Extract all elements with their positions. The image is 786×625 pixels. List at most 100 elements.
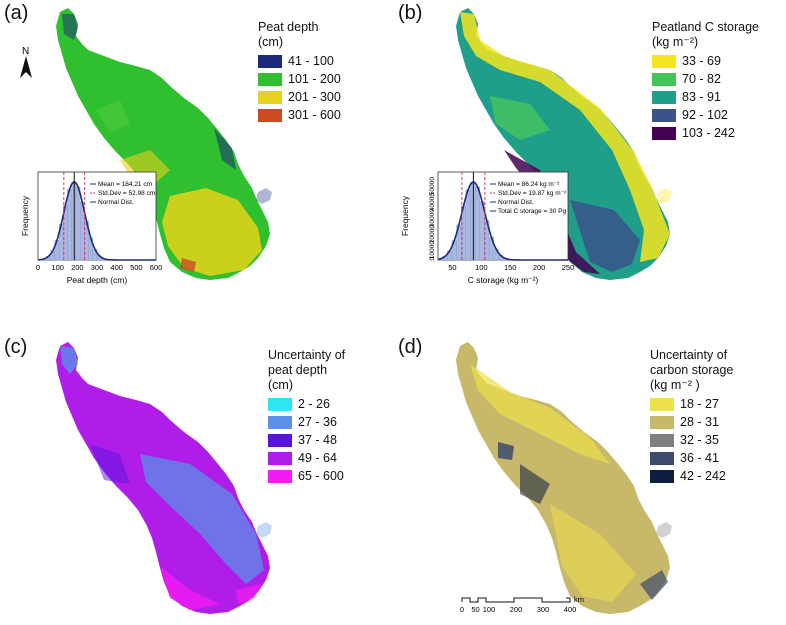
histogram-peat-depth: 0 100 200 300 400 500 600 Frequency Peat depth… [20, 171, 163, 285]
legend-label: 32 - 35 [680, 433, 719, 447]
legend-label: 65 - 600 [298, 469, 344, 483]
legend-swatch [650, 397, 674, 411]
panel-label-a: (a) [4, 2, 29, 24]
panel-label-b: (b) [398, 2, 423, 24]
legend-item: 27 - 36 [268, 413, 345, 431]
legend-uncertainty-carbon-storage: Uncertainty of carbon storage (kg m⁻² ) … [650, 348, 733, 485]
hist-a-annotation-mean: Mean = 184.21 cm [98, 181, 152, 188]
y-tick-label: 40000 [429, 193, 436, 211]
legend-label: 28 - 31 [680, 415, 719, 429]
legend-label: 201 - 300 [288, 90, 341, 104]
legend-item: 301 - 600 [258, 106, 341, 124]
legend-item: 49 - 64 [268, 449, 345, 467]
x-tick-label: 500 [130, 263, 143, 272]
x-tick-label: 100 [51, 263, 64, 272]
legend-label: 18 - 27 [680, 397, 719, 411]
normal-curve [37, 181, 156, 261]
legend-label: 49 - 64 [298, 451, 337, 465]
north-label: N [22, 46, 29, 57]
histogram-c-storage: 50 100 150 200 250 0100002000030000400005000… [400, 171, 575, 285]
legend-item: 41 - 100 [258, 52, 341, 70]
hist-b-annotation-mean: Mean = 86.24 kg m⁻² [498, 181, 560, 188]
legend-label: 2 - 26 [298, 397, 330, 411]
scale-tick-label: 50 [471, 605, 479, 614]
legend-swatch [268, 469, 292, 483]
legend-item: 18 - 27 [650, 395, 733, 413]
legend-item: 2 - 26 [268, 395, 345, 413]
hist-b-ylabel: Frequency [400, 195, 410, 236]
y-tick-label: 20000 [429, 225, 436, 243]
legend-swatch [652, 72, 676, 86]
legend-label: 41 - 100 [288, 54, 334, 68]
legend-item: 92 - 102 [652, 106, 759, 124]
map-uncertainty-peat-depth [56, 342, 272, 614]
legend-swatch [258, 90, 282, 104]
y-tick-label: 50000 [429, 177, 436, 195]
legend-item: 36 - 41 [650, 449, 733, 467]
scale-tick-label: 400 [564, 605, 577, 614]
hist-a-annotation-normal: Normal Dist. [98, 199, 134, 206]
panel-label-c: (c) [4, 336, 28, 358]
legend-swatch [258, 72, 282, 86]
legend-item: 201 - 300 [258, 88, 341, 106]
map-uncertainty-carbon-storage [456, 342, 672, 614]
histogram-bar [470, 181, 476, 261]
legend-item: 37 - 48 [268, 431, 345, 449]
legend-swatch [258, 54, 282, 68]
scale-tick-label: 100 [483, 605, 496, 614]
legend-item: 33 - 69 [652, 52, 759, 70]
legend-label: 36 - 41 [680, 451, 719, 465]
legend-title: Uncertainty of peat depth (cm) [268, 348, 346, 392]
legend-label: 37 - 48 [298, 433, 337, 447]
y-tick-label: 0 [429, 257, 436, 261]
legend-swatch [258, 108, 282, 122]
legend-peat-depth: Peat depth (cm) 41 - 100 101 - 200 201 - 3… [258, 20, 341, 124]
y-tick-label: 10000 [429, 241, 436, 259]
legend-c-storage: Peatland C storage (kg m⁻²) 33 - 69 70 - … [652, 20, 759, 142]
x-tick-label: 600 [150, 263, 163, 272]
legend-label: 92 - 102 [682, 108, 728, 122]
hist-b-annotation-total: Total C storage = 30 Pg [498, 208, 566, 215]
legend-swatch [652, 108, 676, 122]
legend-title: Peatland C storage (kg m⁻²) [652, 20, 760, 49]
histogram-bar [474, 186, 480, 261]
x-tick-label: 200 [71, 263, 84, 272]
hist-b-annotation-sd: Std.Dev = 19.87 kg m⁻² [498, 190, 567, 197]
legend-swatch [650, 469, 674, 483]
legend-swatch [650, 433, 674, 447]
legend-item: 103 - 242 [652, 124, 759, 142]
x-tick-label: 150 [504, 263, 517, 272]
y-tick-label: 30000 [429, 209, 436, 227]
x-tick-label: 250 [562, 263, 575, 272]
histogram-bar [67, 189, 72, 261]
legend-item: 101 - 200 [258, 70, 341, 88]
hist-a-annotation-sd: Std.Dev = 52.98 cm [98, 190, 155, 197]
legend-item: 83 - 91 [652, 88, 759, 106]
legend-swatch [268, 415, 292, 429]
scale-unit: km [574, 595, 584, 604]
legend-label: 101 - 200 [288, 72, 341, 86]
histogram-bar [75, 186, 81, 261]
map-peat-depth [56, 8, 272, 280]
legend-item: 70 - 82 [652, 70, 759, 88]
legend-swatch [652, 90, 676, 104]
legend-title: Uncertainty of carbon storage (kg m⁻² ) [650, 348, 734, 392]
legend-item: 28 - 31 [650, 413, 733, 431]
x-tick-label: 300 [91, 263, 104, 272]
scale-tick-label: 200 [510, 605, 523, 614]
legend-swatch [650, 415, 674, 429]
legend-label: 83 - 91 [682, 90, 721, 104]
scale-tick-label: 0 [460, 605, 464, 614]
x-tick-label: 400 [110, 263, 123, 272]
legend-title: Peat depth (cm) [258, 20, 319, 49]
hist-a-xlabel: Peat depth (cm) [67, 275, 128, 285]
hist-b-xlabel: C storage (kg m⁻²) [468, 275, 539, 285]
north-arrow-icon: N [20, 46, 32, 78]
normal-curve [437, 181, 568, 261]
legend-swatch [652, 54, 676, 68]
legend-label: 70 - 82 [682, 72, 721, 86]
legend-swatch [652, 126, 676, 140]
x-tick-label: 100 [475, 263, 488, 272]
